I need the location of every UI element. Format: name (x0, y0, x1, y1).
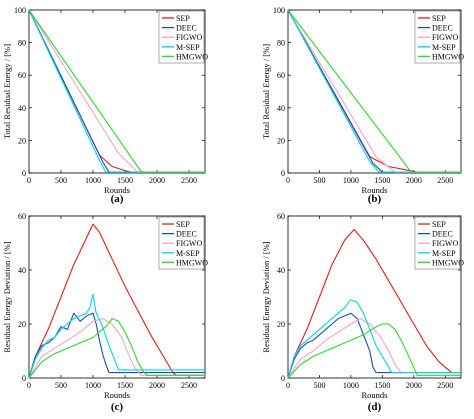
panel-label: (d) (368, 401, 382, 413)
y-axis-label: Total Residual Energy / [%] (261, 44, 271, 139)
series-line-m-sep (28, 293, 205, 379)
panel-label: (c) (111, 401, 124, 413)
y-tick-label: 40 (18, 266, 26, 275)
series-line-hmgwo (28, 318, 205, 379)
legend-label: SEP (176, 14, 190, 23)
legend-label: SEP (176, 220, 190, 229)
legend-label: DEEC (432, 230, 453, 239)
legend-label: M-SEP (176, 249, 200, 258)
x-tick-label: 1500 (374, 381, 390, 390)
y-tick-label: 40 (277, 266, 285, 275)
series-line-sep (28, 223, 205, 379)
x-tick-label: 500 (313, 176, 325, 185)
y-axis-label: Residual Energy Deviation / [%] (261, 241, 271, 352)
legend-label: M-SEP (176, 43, 200, 52)
legend-label: M-SEP (432, 43, 456, 52)
x-tick-label: 1500 (374, 176, 390, 185)
series-line-hmgwo (28, 9, 205, 173)
y-tick-label: 20 (277, 136, 285, 145)
x-axis-label: Rounds (104, 185, 130, 195)
y-tick-label: 20 (18, 136, 26, 145)
series-line-figwo (28, 318, 205, 379)
legend-label: HMGWO (176, 258, 208, 267)
legend-label: FIGWO (432, 33, 458, 42)
legend-label: DEEC (432, 24, 453, 33)
y-tick-label: 80 (277, 39, 285, 48)
x-tick-label: 1000 (343, 176, 359, 185)
legend-label: SEP (432, 14, 446, 23)
legend-label: DEEC (176, 24, 197, 33)
chart-panel-2: 0 500 1000 1500 2000 2500 0 20 40 60 Rounds Residua… (2, 212, 208, 413)
x-tick-label: 500 (313, 381, 325, 390)
x-tick-label: 1500 (117, 381, 133, 390)
y-axis-label: Residual Energy Deviation / [%] (2, 241, 12, 352)
y-tick-label: 100 (14, 6, 26, 15)
legend-label: FIGWO (176, 239, 202, 248)
series-line-hmgwo (287, 9, 461, 173)
y-tick-label: 60 (277, 212, 285, 221)
y-tick-label: 0 (22, 169, 26, 178)
panel-label: (b) (368, 193, 382, 205)
y-axis-label: Total Residual Energy / [%] (2, 44, 12, 139)
series-line-deec (287, 312, 461, 379)
x-tick-label: 1500 (117, 176, 133, 185)
y-tick-label: 100 (273, 6, 285, 15)
legend-label: HMGWO (432, 258, 464, 267)
legend-label: M-SEP (432, 249, 456, 258)
x-tick-label: 2000 (406, 176, 422, 185)
x-tick-label: 500 (55, 176, 67, 185)
legend-label: FIGWO (176, 33, 202, 42)
legend-box (158, 10, 205, 64)
series-line-figwo (287, 318, 461, 379)
x-tick-label: 2500 (181, 381, 197, 390)
y-tick-label: 60 (18, 71, 26, 80)
legend-label: HMGWO (432, 52, 464, 61)
y-tick-label: 0 (281, 169, 285, 178)
x-tick-label: 2500 (181, 176, 197, 185)
series-line-sep (287, 228, 461, 379)
x-tick-label: 0 (27, 381, 31, 390)
x-tick-label: 1000 (85, 381, 101, 390)
x-tick-label: 0 (27, 176, 31, 185)
x-axis-label: Rounds (362, 185, 388, 195)
y-tick-label: 20 (277, 320, 285, 329)
chart-panel-1: 0 500 1000 1500 2000 2500 0 20 40 60 80 100 Rounds To… (261, 6, 464, 205)
legend-label: SEP (432, 220, 446, 229)
y-tick-label: 0 (281, 374, 285, 383)
y-tick-label: 0 (22, 374, 26, 383)
series-line-hmgwo (287, 323, 461, 379)
x-tick-label: 0 (286, 381, 290, 390)
chart-panel-3: 0 500 1000 1500 2000 2500 0 20 40 60 Rounds Residua… (261, 212, 464, 413)
legend-label: HMGWO (176, 52, 208, 61)
x-axis-label: Rounds (104, 390, 130, 400)
series-line-deec (28, 312, 205, 379)
legend-label: FIGWO (432, 239, 458, 248)
x-tick-label: 1000 (85, 176, 101, 185)
y-tick-label: 20 (18, 320, 26, 329)
x-tick-label: 2500 (437, 176, 453, 185)
y-tick-label: 40 (277, 104, 285, 113)
chart-panel-0: 0 500 1000 1500 2000 2500 0 20 40 60 80 100 Rounds To… (2, 6, 208, 205)
x-tick-label: 1000 (343, 381, 359, 390)
y-tick-label: 40 (18, 104, 26, 113)
y-tick-label: 80 (18, 39, 26, 48)
series-line-m-sep (287, 299, 461, 379)
y-tick-label: 60 (277, 71, 285, 80)
legend-label: DEEC (176, 230, 197, 239)
x-tick-label: 2000 (149, 381, 165, 390)
x-tick-label: 2500 (437, 381, 453, 390)
x-axis-label: Rounds (362, 390, 388, 400)
y-tick-label: 60 (18, 212, 26, 221)
x-tick-label: 2000 (406, 381, 422, 390)
x-tick-label: 500 (55, 381, 67, 390)
x-tick-label: 2000 (149, 176, 165, 185)
x-tick-label: 0 (286, 176, 290, 185)
panel-label: (a) (111, 193, 124, 205)
